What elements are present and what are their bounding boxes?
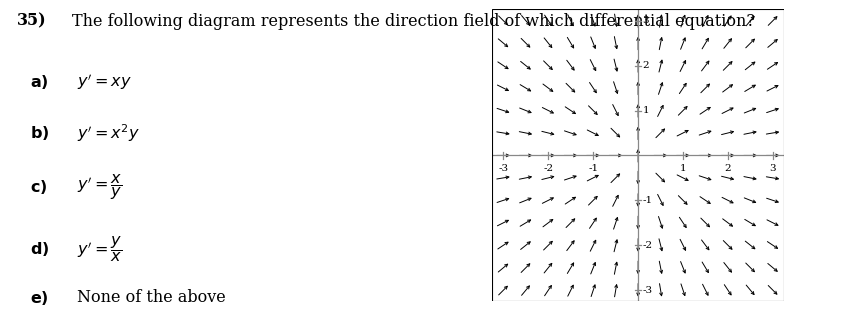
Text: 3: 3 (769, 164, 776, 172)
Text: $\mathbf{c\mathbf{)}}$: $\mathbf{c\mathbf{)}}$ (30, 178, 47, 196)
Text: -2: -2 (642, 241, 653, 250)
Text: $\mathbf{e\mathbf{)}}$: $\mathbf{e\mathbf{)}}$ (30, 289, 49, 307)
Text: $\mathbf{d\mathbf{)}}$: $\mathbf{d\mathbf{)}}$ (30, 240, 49, 258)
Text: $y' = x^2y$: $y' = x^2y$ (77, 122, 140, 144)
Text: 35): 35) (17, 13, 47, 30)
Text: $\mathbf{a\mathbf{)}}$: $\mathbf{a\mathbf{)}}$ (30, 73, 49, 91)
Text: -1: -1 (642, 196, 653, 205)
Text: 2: 2 (642, 61, 649, 70)
Text: 3: 3 (642, 16, 649, 25)
Text: $y' = \dfrac{x}{y}$: $y' = \dfrac{x}{y}$ (77, 172, 122, 202)
Text: 1: 1 (642, 106, 649, 115)
Text: None of the above: None of the above (77, 289, 226, 306)
Text: -3: -3 (642, 286, 653, 295)
Text: $y' = \dfrac{y}{x}$: $y' = \dfrac{y}{x}$ (77, 234, 122, 264)
Text: -1: -1 (588, 164, 598, 172)
Text: 2: 2 (725, 164, 731, 172)
Text: -3: -3 (498, 164, 509, 172)
Text: 1: 1 (680, 164, 687, 172)
Text: $y' = xy$: $y' = xy$ (77, 72, 131, 92)
Text: The following diagram represents the direction field of which differential equat: The following diagram represents the dir… (72, 13, 756, 30)
Text: -2: -2 (544, 164, 553, 172)
Text: $\mathbf{b\mathbf{)}}$: $\mathbf{b\mathbf{)}}$ (30, 124, 49, 142)
